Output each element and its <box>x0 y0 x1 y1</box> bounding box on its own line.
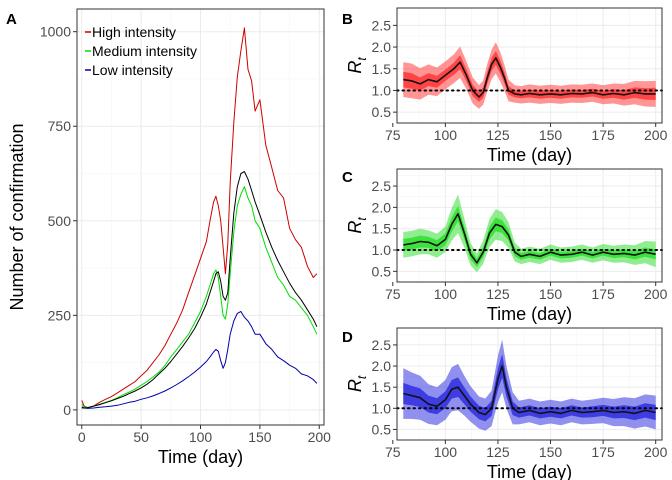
x-tick-label: 175 <box>591 286 615 302</box>
x-tick-label: 100 <box>434 444 458 460</box>
y-tick-label: 2.0 <box>372 39 392 55</box>
y-tick-label: 0 <box>63 402 71 418</box>
panel-a: High intensity Medium intensity Low intens… <box>6 8 332 467</box>
y-axis-title-subscript: t <box>355 217 369 221</box>
series-line-fitted <box>81 171 318 409</box>
y-axis-title-main: R <box>345 221 365 234</box>
panel-tag: A <box>6 11 17 28</box>
y-axis-title-text: Rt <box>345 57 369 74</box>
ci-inner-band <box>403 206 656 268</box>
panel-c: 75 100 125 150 175 200 0.5 1.0 1.5 2.0 2.5 Time (da… <box>342 168 668 324</box>
ci-inner-band <box>403 51 656 102</box>
x-tick-label: 125 <box>486 286 510 302</box>
x-tick-label: 75 <box>385 286 401 302</box>
x-tick-label: 0 <box>78 429 86 445</box>
legend-label: Low intensity <box>92 62 173 78</box>
x-tick-label: 100 <box>189 429 213 445</box>
y-tick-label: 0.5 <box>372 263 392 279</box>
y-tick-label: 0.5 <box>372 104 392 120</box>
rt-mean-line <box>403 213 656 264</box>
y-axis-title: Number of confirmation <box>7 123 27 310</box>
y-tick-label: 2.0 <box>372 358 392 374</box>
y-tick-label: 1.0 <box>372 242 392 258</box>
series-line-medium-intensity <box>81 186 318 409</box>
panel-b: 75 100 125 150 175 200 0.5 1.0 1.5 2.0 2.5 Time (da… <box>342 7 668 165</box>
x-axis-title: Time (day) <box>487 145 572 165</box>
y-axis-title: Rt <box>345 375 369 392</box>
x-tick-label: 125 <box>486 127 510 143</box>
panel-d: 75 100 125 150 175 200 0.5 1.0 1.5 2.0 2.5 Time (da… <box>342 327 668 480</box>
y-axis-title-subscript: t <box>355 57 369 61</box>
x-tick-label: 200 <box>308 429 332 445</box>
panel-tag: C <box>342 169 353 186</box>
series-line-low-intensity <box>81 311 318 409</box>
y-axis-title-text: Rt <box>345 217 369 234</box>
panel-tag: B <box>342 11 353 28</box>
legend-label: Medium intensity <box>92 43 197 59</box>
plot-background <box>397 169 662 282</box>
plot-frame <box>396 7 663 124</box>
x-tick-label: 125 <box>486 444 510 460</box>
y-tick-label: 2.5 <box>372 337 392 353</box>
x-tick-label: 150 <box>539 127 563 143</box>
x-tick-label: 75 <box>385 444 401 460</box>
y-tick-label: 750 <box>48 118 72 134</box>
y-tick-label: 1.5 <box>372 221 392 237</box>
ci-inner-band <box>403 354 656 422</box>
x-tick-label: 75 <box>385 127 401 143</box>
rt-mean-line <box>403 365 656 416</box>
x-tick-label: 150 <box>248 429 272 445</box>
y-tick-label: 2.0 <box>372 199 392 215</box>
y-axis-title: Rt <box>345 217 369 234</box>
x-tick-label: 175 <box>591 127 615 143</box>
x-tick-label: 50 <box>133 429 149 445</box>
y-tick-label: 1.5 <box>372 379 392 395</box>
rt-mean-line <box>403 57 656 98</box>
x-tick-label: 200 <box>644 127 668 143</box>
y-tick-label: 1000 <box>40 24 71 40</box>
y-tick-label: 250 <box>48 307 72 323</box>
x-axis-title: Time (day) <box>487 304 572 324</box>
x-axis-title: Time (day) <box>158 447 243 467</box>
x-tick-label: 200 <box>644 286 668 302</box>
y-tick-label: 500 <box>48 213 72 229</box>
y-tick-label: 1.0 <box>372 82 392 98</box>
plot-frame <box>396 168 663 283</box>
y-axis-title-text: Rt <box>345 375 369 392</box>
x-tick-label: 100 <box>434 286 458 302</box>
x-axis-title: Time (day) <box>487 462 572 480</box>
panel-tag: D <box>342 329 353 346</box>
legend: High intensity Medium intensity Low intens… <box>85 24 197 78</box>
legend-label: High intensity <box>92 24 176 40</box>
x-tick-label: 150 <box>539 286 563 302</box>
y-tick-label: 1.5 <box>372 61 392 77</box>
series-line-high-intensity <box>81 27 318 409</box>
y-axis-title: Rt <box>345 57 369 74</box>
x-tick-label: 200 <box>644 444 668 460</box>
y-axis-title-subscript: t <box>355 375 369 379</box>
x-tick-label: 175 <box>591 444 615 460</box>
y-tick-label: 2.5 <box>372 178 392 194</box>
x-tick-label: 100 <box>434 127 458 143</box>
x-tick-label: 150 <box>539 444 563 460</box>
y-axis-title-main: R <box>345 61 365 74</box>
y-tick-label: 0.5 <box>372 421 392 437</box>
y-axis-title-main: R <box>345 379 365 392</box>
plot-frame <box>396 327 663 441</box>
y-tick-label: 2.5 <box>372 17 392 33</box>
y-tick-label: 1.0 <box>372 400 392 416</box>
